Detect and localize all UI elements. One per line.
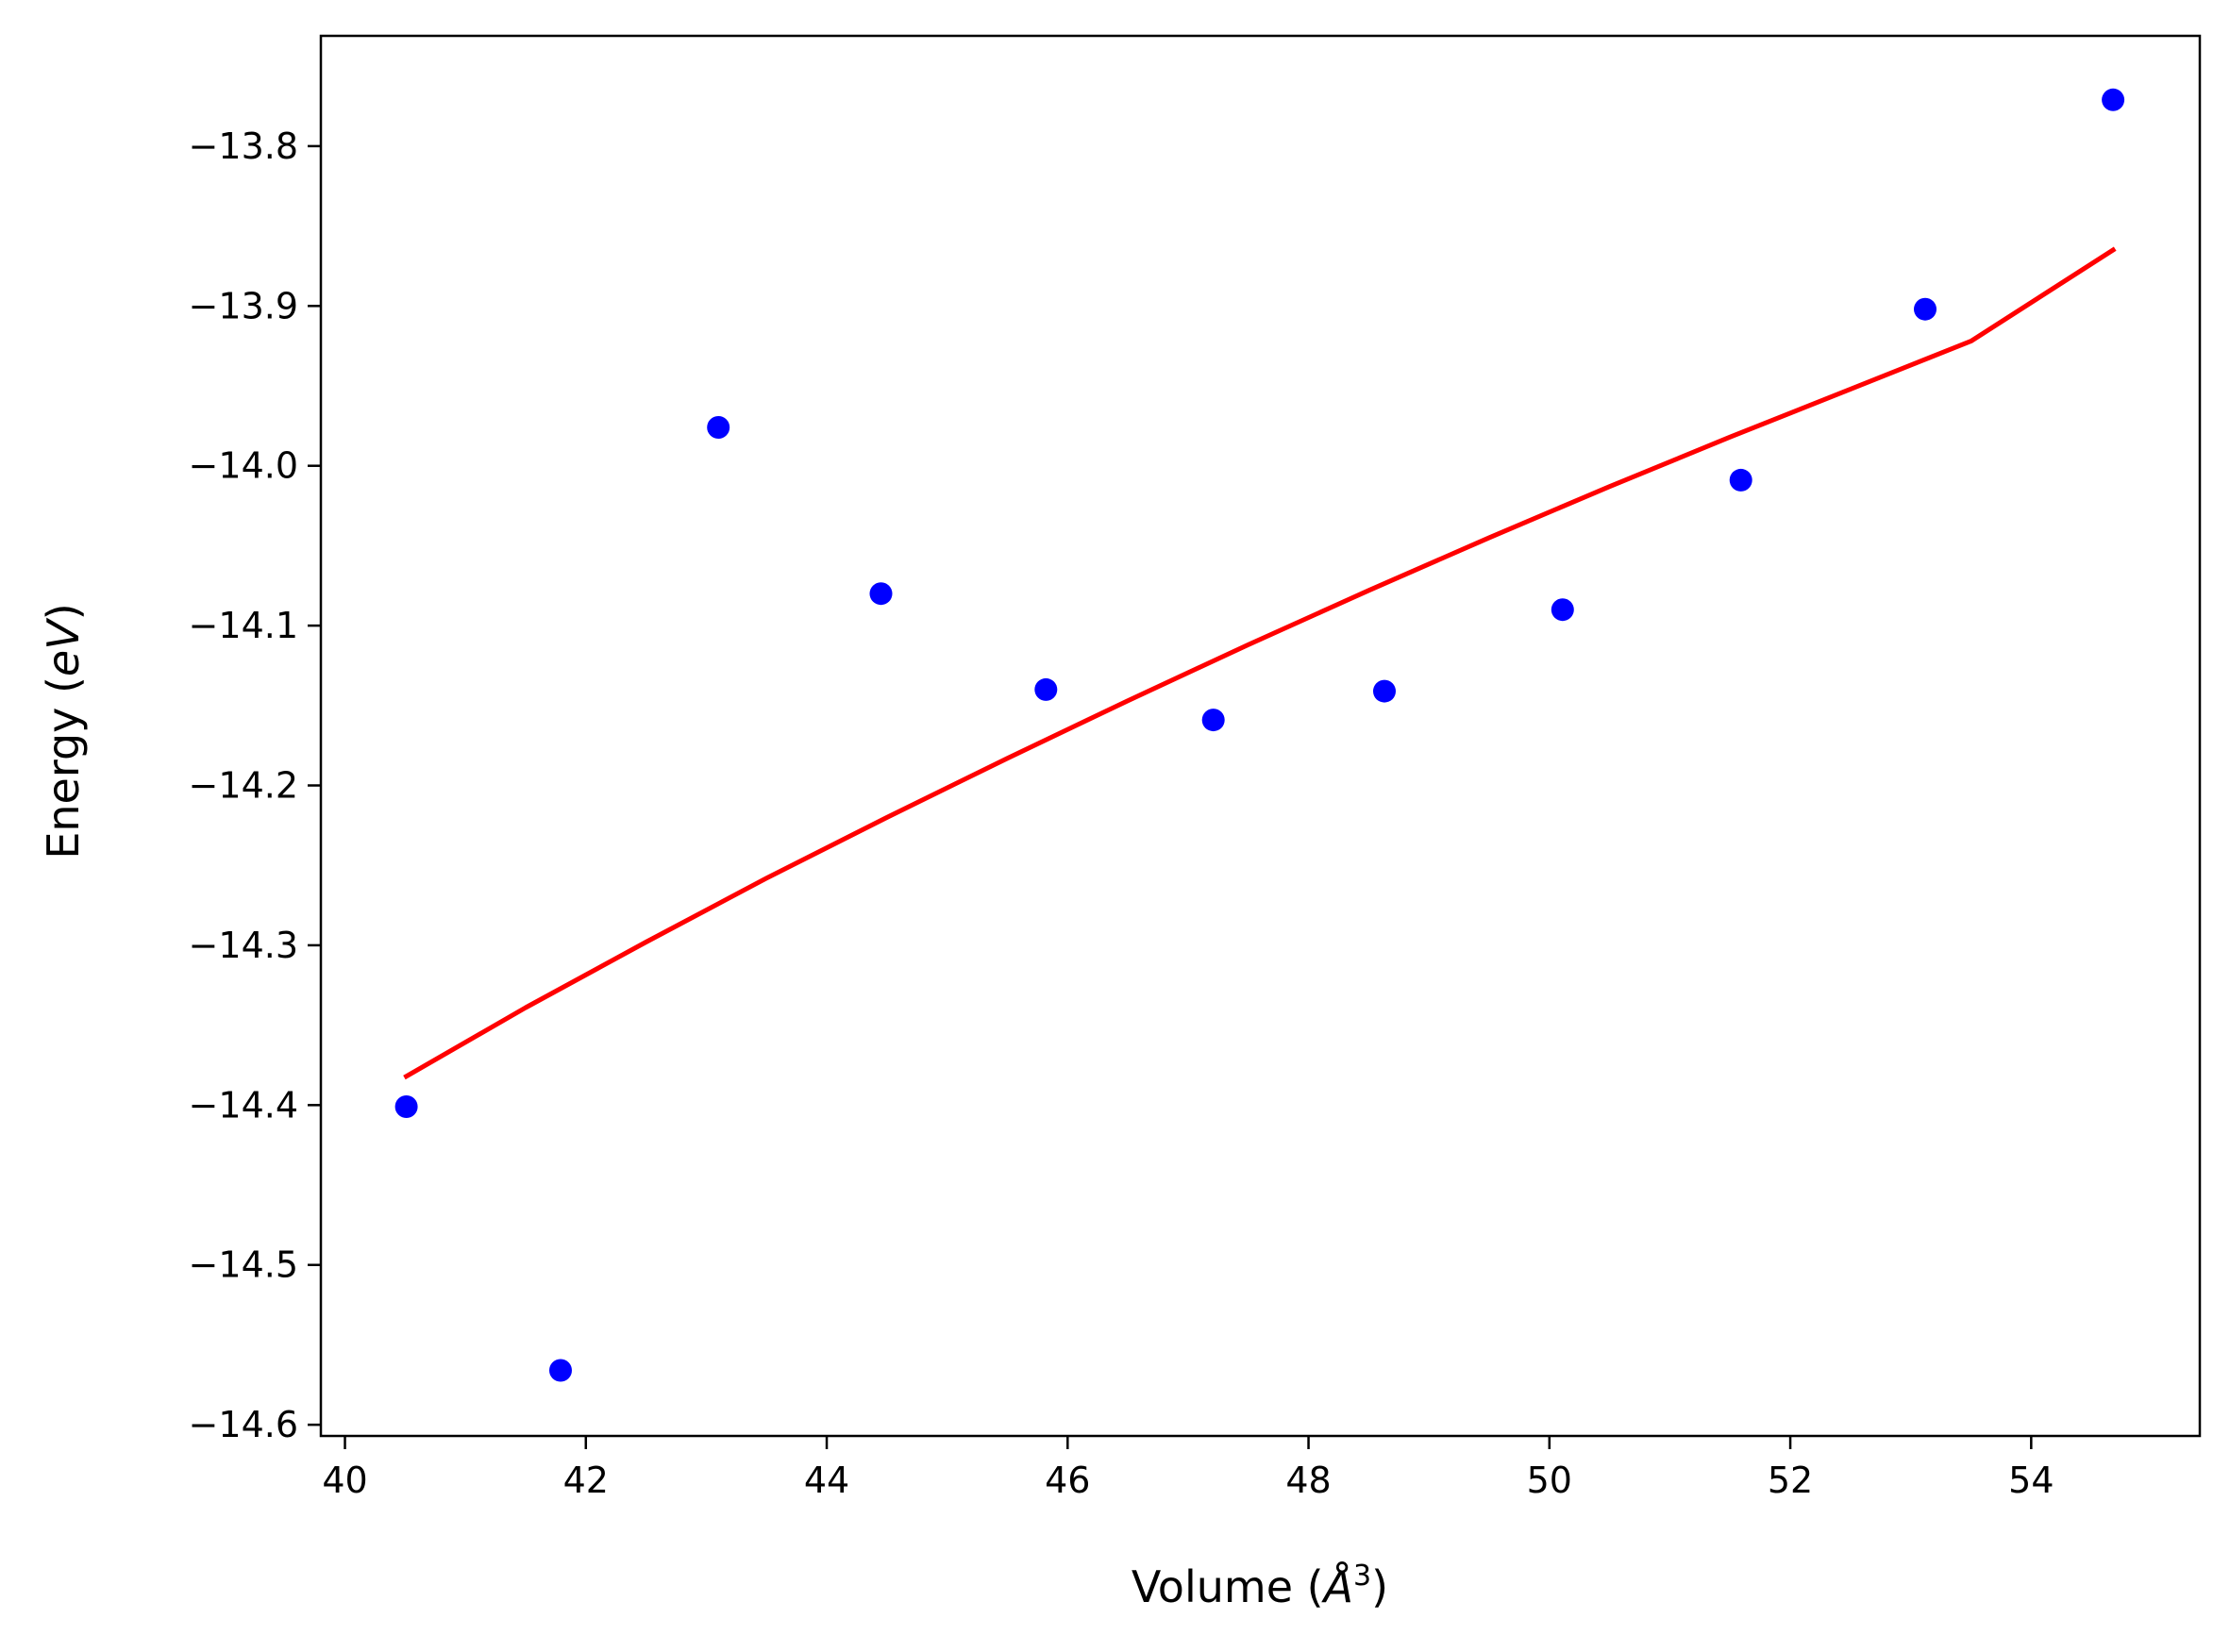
y-tick-label: −13.9 bbox=[189, 285, 298, 326]
fit-curve-line bbox=[403, 246, 2117, 1080]
y-tick-label: −14.0 bbox=[189, 445, 298, 487]
data-point bbox=[1201, 709, 1225, 732]
x-tick-label: 40 bbox=[322, 1460, 367, 1501]
axes-frame bbox=[319, 34, 2202, 1438]
x-tick-label: 44 bbox=[804, 1460, 849, 1501]
x-tick-label: 50 bbox=[1527, 1460, 1572, 1501]
x-tick-label: 46 bbox=[1045, 1460, 1090, 1501]
data-point bbox=[394, 1095, 418, 1118]
y-tick-label: −14.6 bbox=[189, 1404, 298, 1445]
y-tick-label: −13.8 bbox=[189, 125, 298, 167]
data-point bbox=[2102, 88, 2125, 111]
marks-layer bbox=[394, 88, 2125, 1382]
plot-area bbox=[321, 36, 2200, 1436]
y-tick-label: −14.2 bbox=[189, 765, 298, 807]
x-tick-label: 52 bbox=[1768, 1460, 1813, 1501]
x-tick-label: 54 bbox=[2008, 1460, 2054, 1501]
y-tick-label: −14.3 bbox=[189, 925, 298, 966]
data-point bbox=[1729, 468, 1752, 492]
data-point bbox=[549, 1359, 572, 1382]
x-tick-label: 42 bbox=[563, 1460, 609, 1501]
y-tick-label: −14.1 bbox=[189, 605, 298, 646]
y-tick-label: −14.4 bbox=[189, 1084, 298, 1126]
data-point bbox=[1914, 297, 1937, 321]
data-point bbox=[707, 416, 730, 439]
data-point bbox=[1373, 679, 1396, 703]
y-tick-label: −14.5 bbox=[189, 1244, 298, 1286]
x-tick-label: 48 bbox=[1285, 1460, 1331, 1501]
data-point bbox=[1551, 598, 1574, 622]
y-axis-label: Energy (eV) bbox=[38, 603, 89, 859]
data-point bbox=[1034, 677, 1058, 701]
data-point bbox=[869, 582, 893, 606]
axes-layer: 40 42 44 46 48 50 52 54 −14.6 −14.5 −14.4 −14.3 −14.… bbox=[189, 34, 2202, 1501]
x-axis-label: Volume (Å3) bbox=[1132, 1560, 1388, 1612]
